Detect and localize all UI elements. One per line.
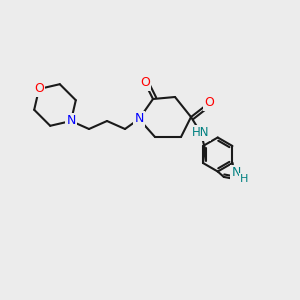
Text: N: N <box>66 115 76 128</box>
Text: O: O <box>204 97 214 110</box>
Text: O: O <box>34 82 44 95</box>
Text: H: H <box>240 174 248 184</box>
Text: N: N <box>134 112 144 125</box>
Text: O: O <box>140 76 150 89</box>
Text: N: N <box>231 167 241 179</box>
Text: HN: HN <box>192 127 210 140</box>
